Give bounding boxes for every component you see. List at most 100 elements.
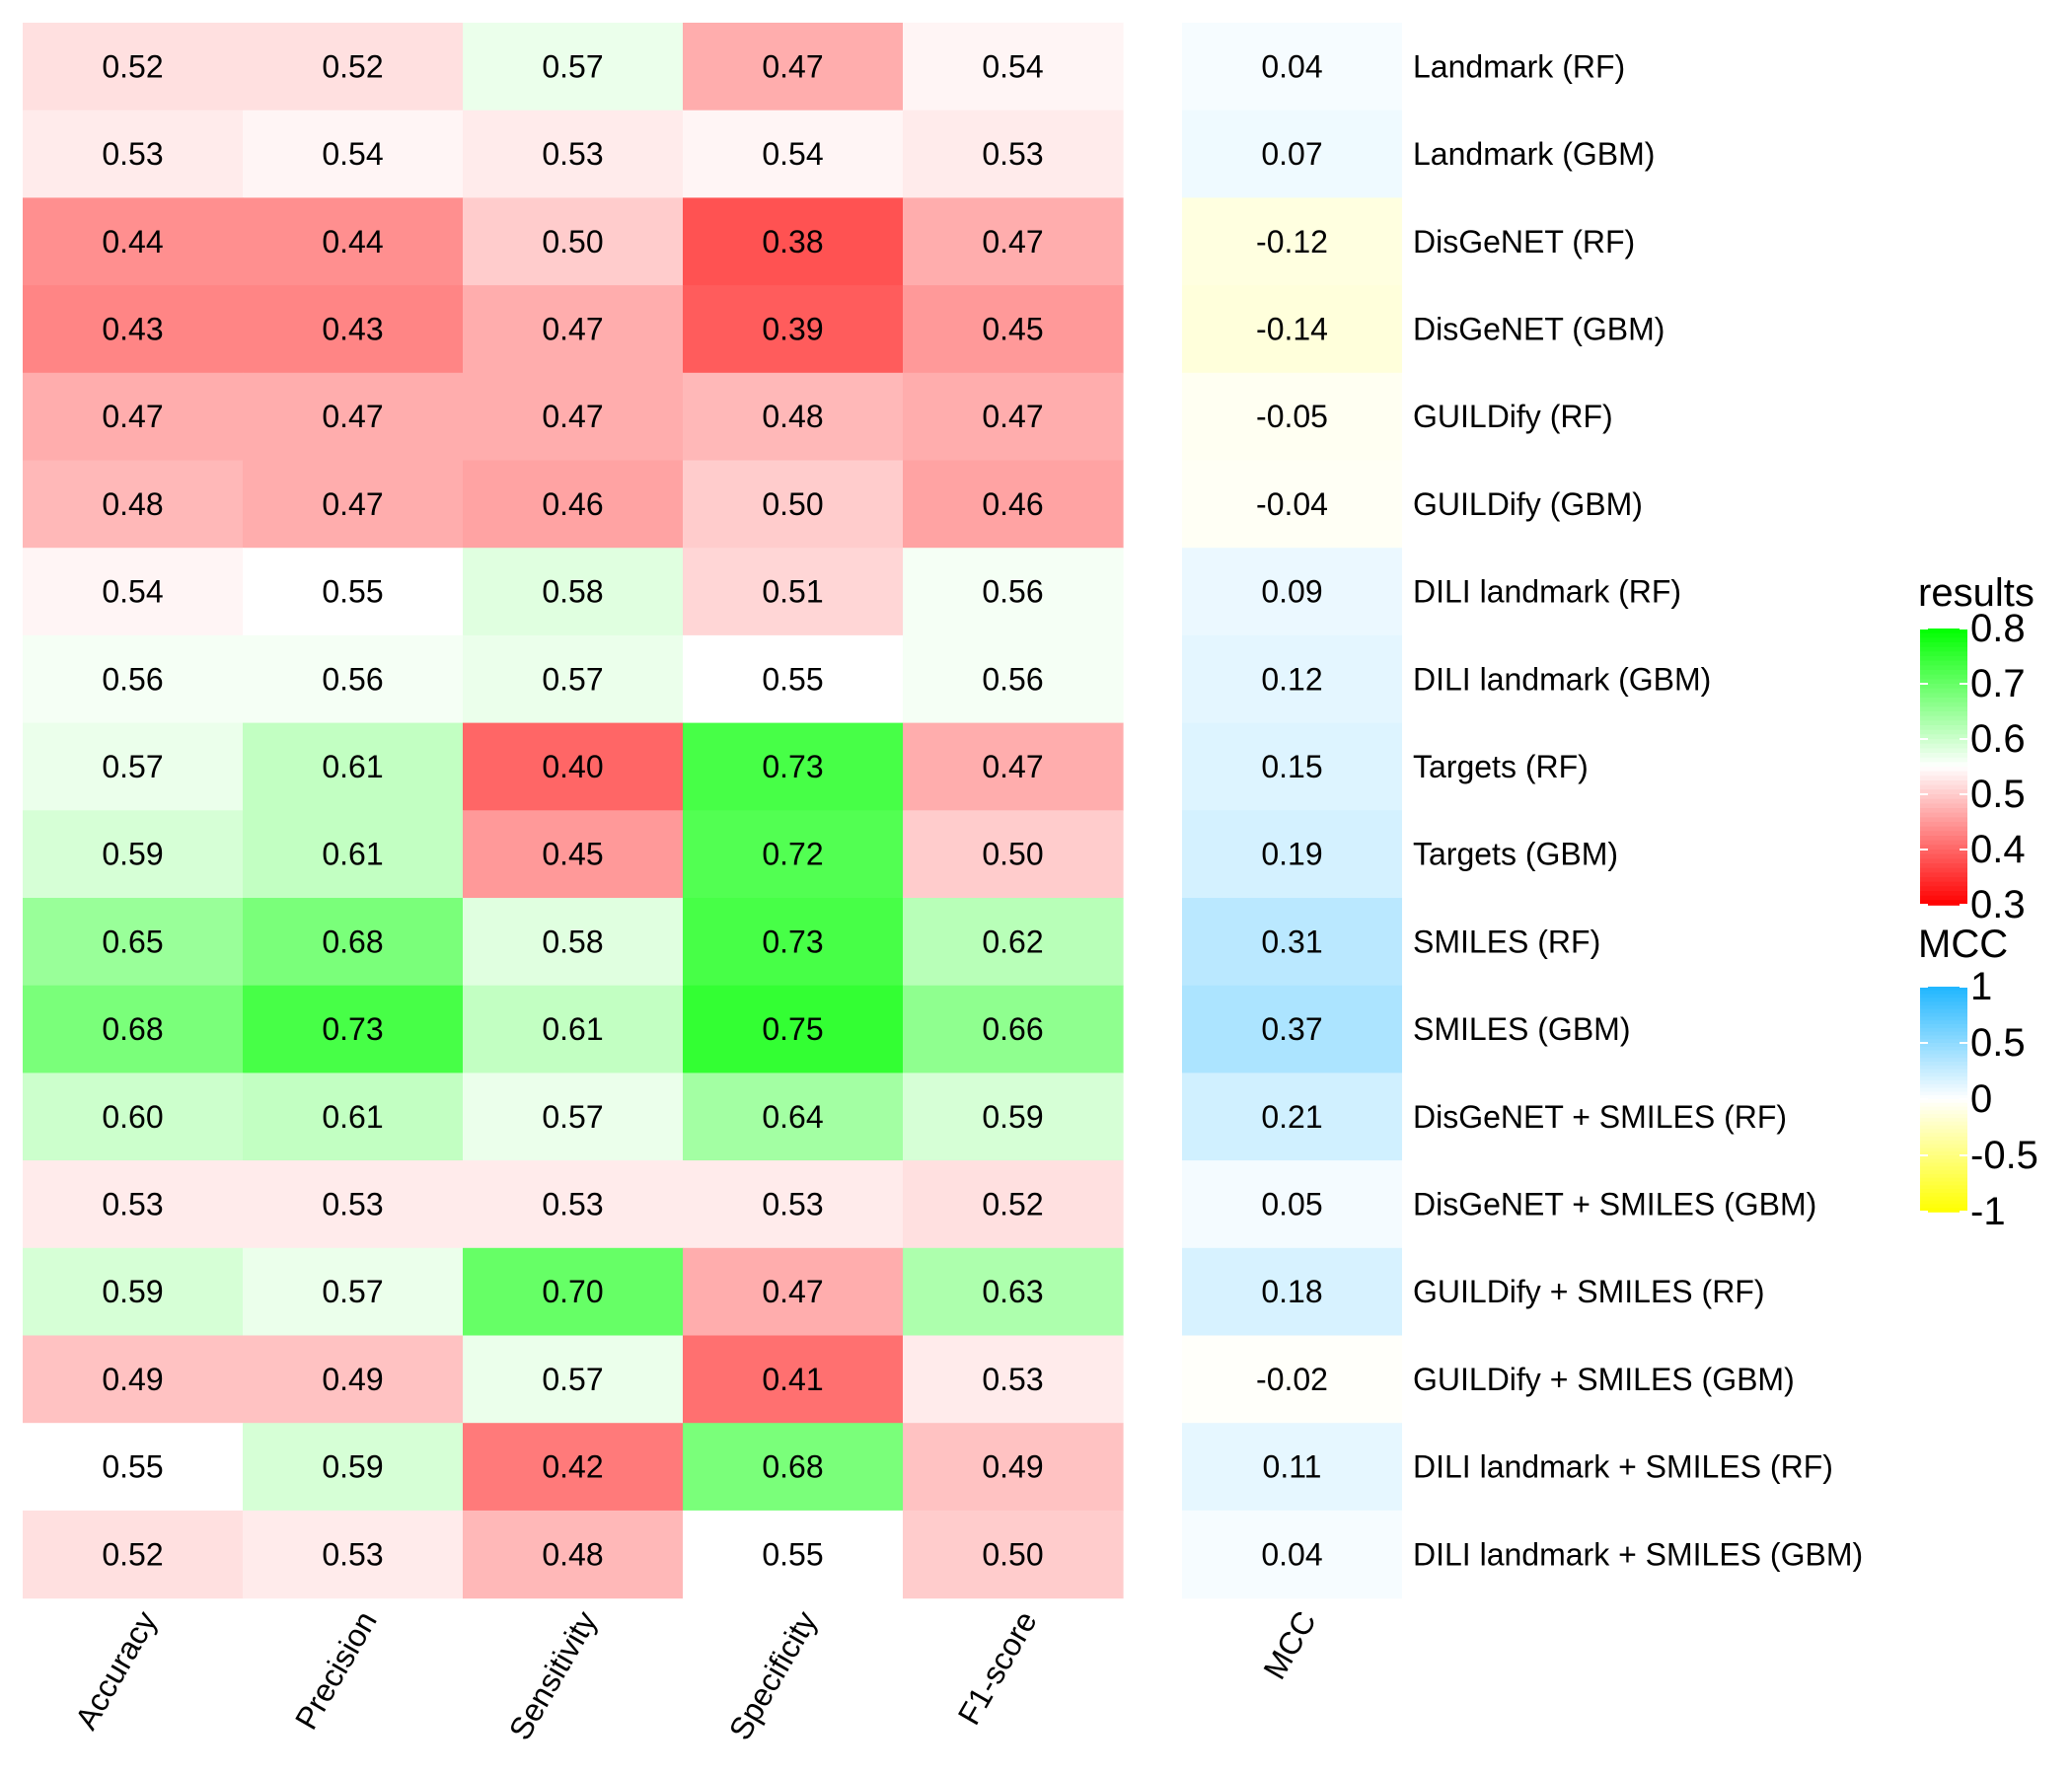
mcc-legend-swatch [1920,1110,1967,1115]
heatmap-cell-f1-score [903,985,1124,1073]
cell-value-label: 0.53 [322,1186,383,1221]
cell-value-label: 0.56 [102,661,163,697]
row-label: GUILDify (RF) [1413,399,1613,434]
results-legend-swatch [1920,853,1967,860]
heatmap-cell-accuracy [23,197,244,286]
mcc-value-label: 0.09 [1261,574,1322,610]
results-legend-swatch [1920,872,1967,878]
results-legend-swatch [1920,646,1967,653]
results-legend-swatch [1920,702,1967,708]
results-legend-tick-label: 0.3 [1970,883,2026,926]
row-labels: Landmark (RF) Landmark (GBM) DisGeNET (RF)… [1413,48,1863,1572]
cell-value-label: 0.38 [762,224,823,259]
mcc-heatmap: 0.04 0.07 -0.12 -0.14 -0.05 -0.04 0.09 0.12 0.15… [1182,23,1402,1599]
mcc-legend-swatch [1920,1151,1967,1156]
mcc-value-label: 0.05 [1261,1186,1322,1221]
mcc-legend-swatch [1920,1083,1967,1089]
mcc-legend-swatch [1920,1005,1967,1010]
mcc-value-label: -0.05 [1256,399,1328,434]
mcc-legend-swatch [1920,1144,1967,1149]
cell-value-label: 0.48 [542,1536,603,1572]
heatmap-cell-precision [243,285,464,374]
cell-value-label: 0.73 [762,749,823,784]
cell-value-label: 0.75 [762,1011,823,1047]
heatmap-cell-accuracy [23,1510,244,1599]
cell-value-label: 0.42 [542,1449,603,1485]
results-legend-swatch [1920,715,1967,722]
mcc-cell [1182,1073,1402,1161]
mcc-legend-swatch [1920,1170,1967,1175]
cell-value-label: 0.59 [322,1449,383,1485]
row-label: DILI landmark + SMILES (GBM) [1413,1536,1863,1572]
heatmap-cell-specificity [683,285,904,374]
results-legend-swatch [1920,757,1967,764]
mcc-value-label: 0.11 [1263,1449,1322,1485]
results-legend-swatch [1920,794,1967,800]
results-legend-swatch [1920,784,1967,791]
column-label-specificity: Specificity [722,1605,824,1746]
row-label: DILI landmark (GBM) [1413,661,1711,697]
cell-value-label: 0.49 [322,1362,383,1397]
results-legend-swatch [1920,706,1967,712]
heatmap-cell-precision [243,1335,464,1424]
cell-value-label: 0.56 [982,661,1043,697]
mcc-value-label: 0.12 [1261,661,1322,697]
results-legend-swatch [1920,776,1967,781]
mcc-legend-swatch [1920,1031,1967,1037]
cell-value-label: 0.51 [762,574,823,610]
heatmap-cell-precision [243,1423,464,1512]
cell-value-label: 0.49 [982,1449,1043,1485]
heatmap-cell-f1-score [903,372,1124,462]
mcc-value-label: -0.04 [1256,486,1328,522]
cell-value-label: 0.54 [102,574,163,610]
mcc-legend-swatch [1920,1118,1967,1123]
mcc-value-label: 0.37 [1261,1011,1322,1047]
mcc-cell [1182,372,1402,462]
heatmap-cell-sensitivity [463,634,684,724]
results-legend-swatch [1920,632,1967,639]
mcc-value-label: 0.07 [1261,136,1322,172]
mcc-legend-swatch [1920,994,1967,999]
mcc-legend-swatch [1920,1140,1967,1146]
heatmap-cell-specificity [683,1160,904,1249]
heatmap-cell-precision [243,197,464,286]
heatmap-cell-specificity [683,1423,904,1512]
results-legend-swatch [1920,780,1967,786]
heatmap-cell-accuracy [23,285,244,374]
cell-value-label: 0.54 [762,136,823,172]
mcc-legend-swatch [1920,1087,1967,1093]
mcc-legend-tick-label: 1 [1970,965,1992,1008]
results-legend-title: results [1918,571,2035,615]
results-legend-swatch [1920,651,1967,657]
column-label-sensitivity: Sensitivity [502,1605,604,1746]
cell-value-label: 0.59 [102,1274,163,1309]
cell-value-label: 0.52 [102,1536,163,1572]
mcc-cell [1182,1335,1402,1424]
results-legend-swatch [1920,720,1967,726]
cell-value-label: 0.47 [982,749,1043,784]
heatmap-cell-f1-score [903,197,1124,286]
cell-value-label: 0.63 [982,1274,1043,1309]
mcc-legend-title: MCC [1918,923,2008,966]
heatmap-cell-sensitivity [463,722,684,811]
mcc-cell [1182,1247,1402,1337]
cell-value-label: 0.57 [542,661,603,697]
cell-value-label: 0.55 [102,1449,163,1485]
mcc-cell [1182,1160,1402,1249]
heatmap-cell-specificity [683,372,904,462]
heatmap-cell-specificity [683,110,904,198]
mcc-legend-swatch [1920,1125,1967,1131]
cell-value-label: 0.61 [322,749,383,784]
heatmap-cell-f1-score [903,810,1124,899]
results-legend-swatch [1920,748,1967,754]
heatmap-cell-f1-score [903,460,1124,549]
mcc-legend-swatch [1920,1080,1967,1085]
results-legend-swatch [1920,886,1967,892]
heatmap-cell-precision [243,898,464,987]
mcc-legend-swatch [1920,1102,1967,1108]
cell-value-label: 0.73 [322,1011,383,1047]
heatmap-cell-sensitivity [463,1073,684,1161]
heatmap-cell-sensitivity [463,548,684,636]
cell-value-label: 0.50 [762,486,823,522]
heatmap-cell-sensitivity [463,23,684,111]
